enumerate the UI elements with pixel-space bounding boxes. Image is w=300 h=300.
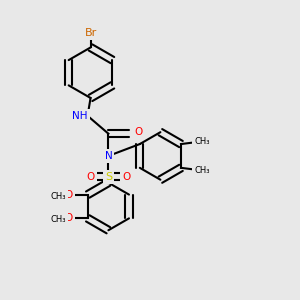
Text: N: N: [104, 151, 112, 161]
Text: O: O: [134, 127, 142, 137]
Text: CH₃: CH₃: [194, 166, 210, 175]
Text: CH₃: CH₃: [194, 136, 210, 146]
Text: O: O: [122, 172, 130, 182]
Text: O: O: [64, 190, 73, 200]
Text: O: O: [86, 172, 95, 182]
Text: CH₃: CH₃: [50, 215, 66, 224]
Text: CH₃: CH₃: [50, 192, 66, 201]
Text: Br: Br: [84, 28, 97, 38]
Text: S: S: [105, 172, 112, 182]
Text: O: O: [64, 213, 73, 224]
Text: NH: NH: [72, 111, 88, 121]
